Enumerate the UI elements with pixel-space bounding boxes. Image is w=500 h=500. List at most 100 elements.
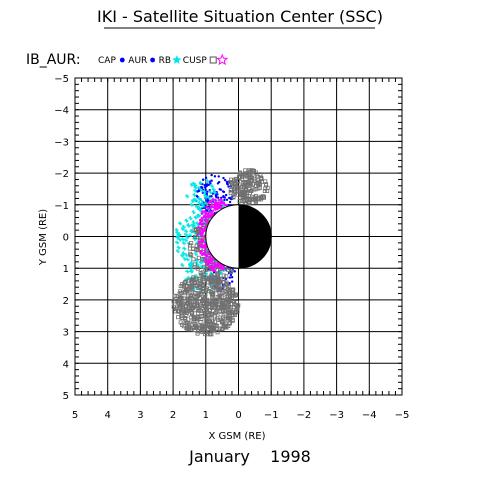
- point-cusp: [200, 270, 205, 275]
- point-unlabelled: [203, 214, 206, 218]
- x-tick-label: 3: [137, 410, 143, 421]
- point-cusp: [195, 300, 200, 305]
- point-cusp: [220, 326, 225, 331]
- point-unlabelled: [204, 211, 208, 214]
- point-cusp: [246, 196, 251, 201]
- point-cusp: [191, 257, 196, 262]
- point-cusp: [258, 172, 263, 177]
- star-stroke: [184, 253, 189, 257]
- point-cusp: [194, 323, 199, 328]
- star-stroke: [176, 234, 181, 238]
- point-cap: [218, 180, 221, 184]
- point-unlabelled: [199, 226, 202, 230]
- date-footer: January 1998: [188, 447, 311, 466]
- star-stroke: [194, 252, 198, 256]
- legend-label: CUSP: [183, 56, 208, 66]
- point-cusp: [177, 309, 182, 314]
- point-cusp: [209, 332, 214, 337]
- legend-symbol: [216, 53, 229, 66]
- star-stroke: [197, 186, 201, 190]
- star-stroke: [191, 210, 196, 214]
- point-cusp: [262, 188, 267, 193]
- star-stroke: [205, 179, 210, 183]
- point-cap: [223, 178, 227, 182]
- point-cap: [205, 209, 208, 212]
- point-rb: [175, 249, 180, 254]
- axis-ticks: [74, 77, 403, 396]
- point-cap: [227, 185, 230, 188]
- point-rb: [181, 224, 186, 229]
- point-unlabelled: [202, 246, 206, 249]
- point-cap: [222, 190, 226, 194]
- point-cusp: [209, 317, 214, 322]
- point-cap: [224, 193, 228, 197]
- point-unlabelled: [201, 238, 204, 242]
- point-unlabelled: [206, 213, 210, 216]
- point-unlabelled: [214, 198, 217, 202]
- star-stroke: [181, 251, 186, 256]
- star-stroke: [210, 184, 214, 188]
- point-cusp: [215, 306, 220, 311]
- point-cusp: [209, 321, 214, 326]
- point-cusp: [224, 280, 229, 285]
- point-unlabelled: [217, 264, 220, 267]
- point-unlabelled: [209, 205, 212, 208]
- point-unlabelled: [202, 244, 205, 247]
- point-cap: [228, 196, 231, 200]
- point-unlabelled: [213, 201, 217, 205]
- y-axis-label: Y GSM (RE): [38, 209, 49, 266]
- point-cusp: [224, 301, 229, 306]
- point-cusp: [210, 312, 215, 317]
- legend-label: CAP: [98, 56, 116, 66]
- point-cusp: [182, 282, 187, 287]
- point-cusp: [221, 304, 226, 309]
- point-cusp: [247, 168, 252, 173]
- point-cusp: [217, 296, 222, 301]
- point-cusp: [188, 295, 193, 300]
- star-stroke: [184, 218, 189, 223]
- y-tick-label: 2: [63, 296, 69, 307]
- point-cusp: [218, 312, 223, 317]
- star-stroke: [198, 181, 203, 185]
- point-unlabelled: [203, 256, 206, 260]
- point-unlabelled: [200, 216, 203, 220]
- star-stroke: [189, 261, 194, 265]
- point-cusp: [205, 326, 210, 331]
- point-unlabelled: [207, 201, 210, 205]
- point-cap: [222, 195, 225, 199]
- point-cusp: [249, 176, 254, 181]
- point-cap: [204, 176, 208, 180]
- star-stroke: [176, 245, 181, 250]
- point-cusp: [199, 323, 204, 328]
- point-rb: [191, 210, 196, 215]
- x-tick-label: −1: [264, 410, 279, 421]
- point-cusp: [228, 188, 233, 193]
- point-unlabelled: [201, 231, 205, 234]
- plot-area: [74, 77, 403, 396]
- star-stroke: [193, 215, 198, 220]
- point-unlabelled: [204, 249, 207, 252]
- point-cusp: [221, 315, 226, 320]
- point-cap: [225, 180, 229, 184]
- point-unlabelled: [199, 230, 202, 233]
- point-cusp: [211, 328, 216, 333]
- point-cusp: [249, 188, 254, 193]
- point-cusp: [183, 308, 188, 313]
- star-stroke: [178, 237, 182, 242]
- point-cusp: [226, 267, 231, 272]
- point-cusp: [224, 274, 229, 279]
- point-cusp: [189, 305, 194, 310]
- star-stroke: [198, 260, 203, 265]
- point-rb: [181, 251, 186, 256]
- point-cusp: [233, 190, 238, 195]
- point-unlabelled: [205, 218, 209, 222]
- point-cusp: [214, 272, 219, 277]
- point-cusp: [196, 308, 201, 313]
- point-aur: [230, 280, 234, 283]
- point-unlabelled: [208, 210, 211, 214]
- point-cusp: [186, 278, 191, 283]
- point-cusp: [236, 303, 241, 308]
- point-unlabelled: [222, 267, 225, 270]
- point-rb: [188, 233, 193, 238]
